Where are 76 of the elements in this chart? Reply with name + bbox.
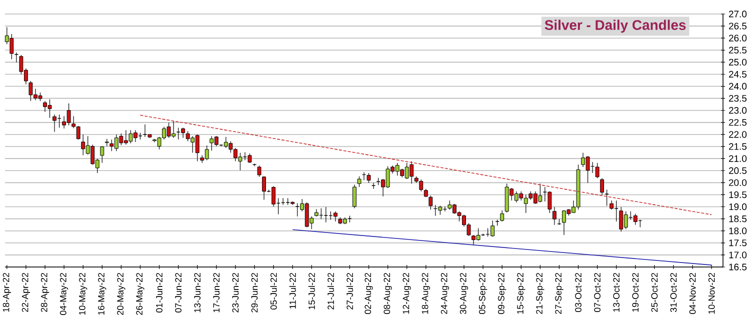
x-tick-label: 21-Jul-22 <box>327 272 334 310</box>
candlestick <box>333 211 338 222</box>
x-tick-label: 13-Oct-22 <box>613 272 620 312</box>
candlestick <box>604 189 609 206</box>
x-tick-label: 04-May-22 <box>60 272 68 316</box>
x-tick-label: 02-Aug-22 <box>364 272 373 314</box>
candlestick <box>248 153 252 164</box>
x-tick-label: 11-Jul-22 <box>289 272 296 309</box>
x-tick-label: 18-Aug-22 <box>422 272 430 314</box>
y-tick-label: 18.5 <box>729 215 747 222</box>
x-tick-label: 28-Apr-22 <box>40 272 50 312</box>
y-tick-label: 19.0 <box>729 203 747 210</box>
x-tick-label: 18-Apr-22 <box>2 272 11 312</box>
y-tick-label: 20.5 <box>728 167 747 174</box>
x-tick-label: 31-Oct-22 <box>670 272 677 312</box>
x-tick-label: 19-Oct-22 <box>632 272 639 312</box>
y-tick-label: 21.0 <box>728 155 747 162</box>
candlestick <box>100 146 104 164</box>
y-tick-label: 26.0 <box>728 34 747 42</box>
x-tick-label: 03-Oct-22 <box>575 272 582 312</box>
x-tick-label: 05-Jul-22 <box>270 272 277 310</box>
candlestick <box>257 165 262 178</box>
y-tick-label: 23.0 <box>728 107 747 114</box>
x-tick-label: 07-Oct-22 <box>594 272 600 312</box>
y-tick-label: 25.5 <box>728 46 747 54</box>
y-tick-label: 22.5 <box>728 119 747 126</box>
x-tick-label: 15-Sep-22 <box>517 272 526 314</box>
x-tick-label: 01-Jun-22 <box>156 272 162 313</box>
x-tick-label: 08-Aug-22 <box>384 272 392 314</box>
y-tick-label: 19.5 <box>729 191 747 198</box>
y-tick-label: 18.0 <box>729 228 747 234</box>
x-tick-label: 12-Aug-22 <box>402 272 411 314</box>
candlestick <box>610 200 614 210</box>
x-tick-label: 04-Nov-22 <box>689 272 696 314</box>
x-tick-label: 15-Jul-22 <box>308 272 315 310</box>
x-tick-label: 20-May-22 <box>117 272 126 315</box>
x-tick-label: 25-Oct-22 <box>651 272 658 312</box>
x-tick-label: 26-May-22 <box>136 272 144 315</box>
y-tick-label: 23.5 <box>728 94 747 102</box>
candlestick <box>500 210 504 222</box>
y-tick-label: 22.0 <box>728 131 747 138</box>
y-tick-label: 20.0 <box>728 179 747 186</box>
x-tick-label: 22-Apr-22 <box>22 272 30 312</box>
x-tick-label: 27-Jul-22 <box>346 272 354 310</box>
candlestick <box>428 195 433 210</box>
x-tick-label: 07-Jun-22 <box>175 272 182 313</box>
y-tick-label: 21.5 <box>728 143 747 150</box>
x-tick-label: 09-Sep-22 <box>498 272 506 314</box>
x-tick-label: 05-Sep-22 <box>478 272 488 314</box>
candlestick <box>552 206 556 226</box>
y-tick-label: 17.0 <box>729 252 747 258</box>
x-tick-label: 30-Aug-22 <box>460 272 468 314</box>
candlestick <box>600 178 604 196</box>
y-tick-label: 25.0 <box>728 58 747 66</box>
y-tick-label: 16.5 <box>729 264 747 270</box>
y-tick-label: 17.5 <box>729 240 747 246</box>
chart-title: Silver - Daily Candles <box>544 20 686 33</box>
x-tick-label: 16-May-22 <box>98 272 106 315</box>
x-tick-label: 29-Jun-22 <box>251 272 258 312</box>
candlestick <box>14 52 18 63</box>
x-tick-label: 10-Nov-22 <box>708 272 715 314</box>
x-tick-label: 27-Sep-22 <box>555 272 564 314</box>
y-tick-label: 27.0 <box>728 10 747 18</box>
x-tick-label: 13-Jun-22 <box>194 272 201 312</box>
candlestick <box>366 172 371 184</box>
y-tick-label: 26.5 <box>728 22 747 30</box>
y-tick-label: 24.5 <box>728 70 747 78</box>
candlestick <box>595 162 600 178</box>
x-tick-label: 17-Jun-22 <box>213 272 220 312</box>
x-tick-label: 24-Aug-22 <box>440 272 450 314</box>
x-tick-label: 21-Sep-22 <box>536 272 544 314</box>
x-tick-label: 23-Jun-22 <box>232 272 239 312</box>
candlestick <box>357 176 362 188</box>
candlestick <box>352 184 356 209</box>
y-tick-label: 24.0 <box>728 82 747 90</box>
x-tick-label: 10-May-22 <box>79 272 88 315</box>
